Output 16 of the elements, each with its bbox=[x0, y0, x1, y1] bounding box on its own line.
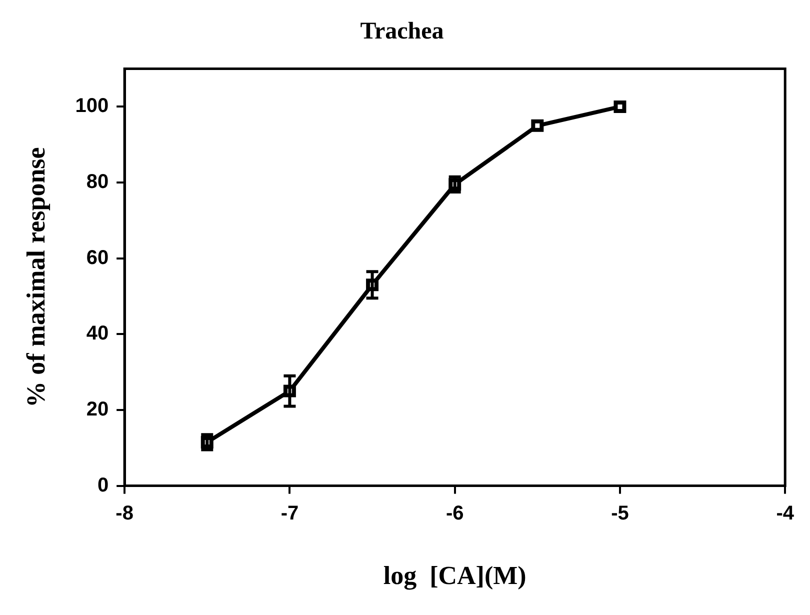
y-tick-label: 80 bbox=[86, 171, 109, 194]
point bbox=[531, 119, 544, 132]
chart-title: Trachea bbox=[360, 18, 444, 45]
y-tick-label: 20 bbox=[86, 398, 109, 420]
y-axis-title: % of maximal response bbox=[21, 147, 50, 408]
y-tick-label: 100 bbox=[75, 95, 109, 118]
x-tick-label: -7 bbox=[280, 502, 299, 524]
x-axis-title: log [CA](M) bbox=[383, 561, 526, 590]
point bbox=[614, 100, 626, 113]
x-tick-label: -6 bbox=[446, 502, 464, 524]
y-tick-label: 0 bbox=[97, 474, 109, 496]
y-tick-label: 60 bbox=[86, 246, 109, 269]
x-tick-label: -8 bbox=[116, 502, 134, 524]
x-tick-label: -4 bbox=[776, 502, 795, 524]
x-tick-label: -5 bbox=[611, 502, 629, 524]
y-tick-label: 40 bbox=[86, 322, 109, 345]
